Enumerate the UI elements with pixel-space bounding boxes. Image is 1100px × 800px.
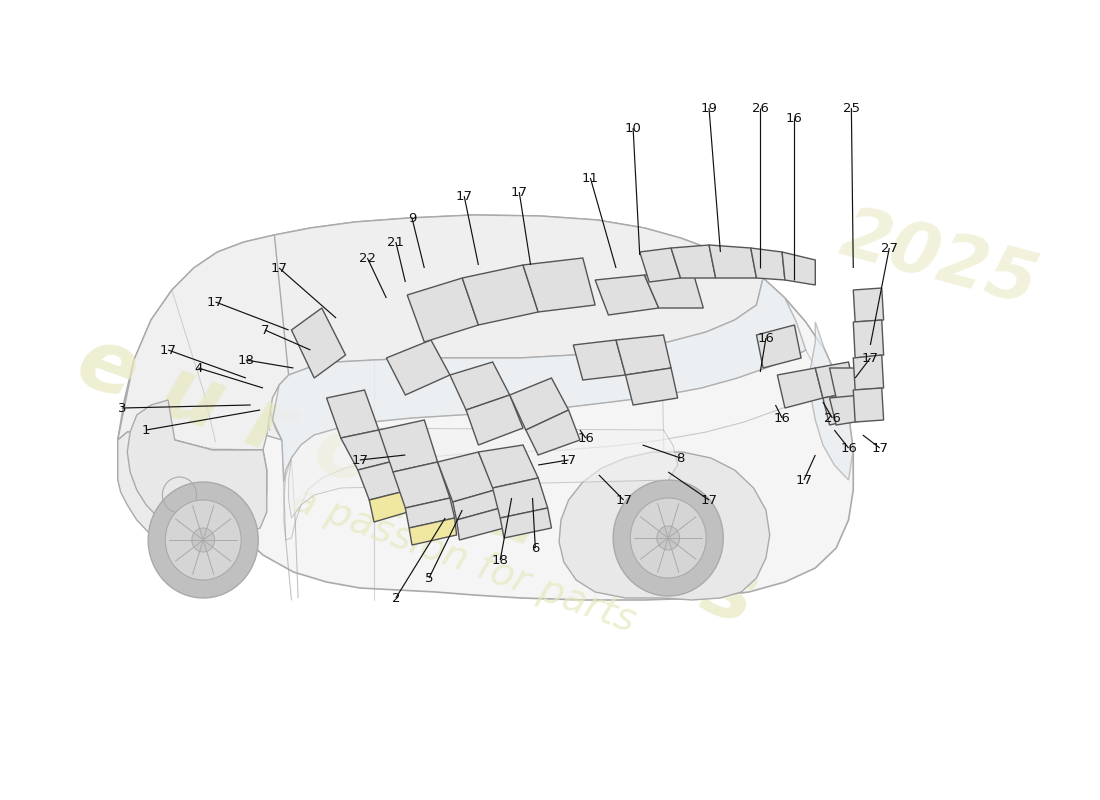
Polygon shape <box>409 518 456 545</box>
Polygon shape <box>751 248 785 280</box>
Text: 10: 10 <box>625 122 641 134</box>
Polygon shape <box>370 490 415 522</box>
Polygon shape <box>782 252 815 285</box>
Polygon shape <box>407 278 478 342</box>
Text: 16: 16 <box>786 111 803 125</box>
Polygon shape <box>393 462 450 508</box>
Polygon shape <box>573 340 626 380</box>
Text: 17: 17 <box>455 190 473 202</box>
Text: 16: 16 <box>773 411 791 425</box>
Circle shape <box>165 500 241 580</box>
Polygon shape <box>815 362 855 398</box>
Polygon shape <box>829 368 868 398</box>
Polygon shape <box>854 288 883 322</box>
Text: 11: 11 <box>582 171 598 185</box>
Polygon shape <box>478 445 538 488</box>
Text: 4: 4 <box>195 362 202 374</box>
Circle shape <box>613 480 723 596</box>
Text: 18: 18 <box>238 354 254 366</box>
Text: 18: 18 <box>492 554 508 566</box>
Text: 17: 17 <box>207 295 224 309</box>
Polygon shape <box>645 275 703 308</box>
Polygon shape <box>358 460 409 500</box>
Polygon shape <box>778 368 823 408</box>
Text: 17: 17 <box>795 474 813 486</box>
Polygon shape <box>559 452 770 600</box>
Polygon shape <box>526 410 580 455</box>
Polygon shape <box>616 335 671 375</box>
Text: 2: 2 <box>392 591 400 605</box>
Polygon shape <box>671 245 716 278</box>
Polygon shape <box>757 325 801 368</box>
Circle shape <box>148 482 258 598</box>
Polygon shape <box>273 278 806 482</box>
Polygon shape <box>450 362 509 410</box>
Polygon shape <box>509 378 569 430</box>
Text: 2025: 2025 <box>833 201 1045 319</box>
Polygon shape <box>500 508 551 538</box>
Polygon shape <box>341 430 398 470</box>
Polygon shape <box>378 420 438 472</box>
Text: 17: 17 <box>701 494 717 506</box>
Text: 17: 17 <box>615 494 632 506</box>
Polygon shape <box>710 245 757 278</box>
Text: 17: 17 <box>160 343 177 357</box>
Text: a passion for parts: a passion for parts <box>287 480 641 640</box>
Polygon shape <box>854 320 883 358</box>
Polygon shape <box>292 308 345 378</box>
Polygon shape <box>327 390 378 438</box>
Text: 17: 17 <box>271 262 287 274</box>
Text: 17: 17 <box>510 186 528 198</box>
Polygon shape <box>232 215 763 440</box>
Circle shape <box>657 526 680 550</box>
Circle shape <box>630 498 706 578</box>
Polygon shape <box>405 498 454 528</box>
Polygon shape <box>522 258 595 312</box>
Text: 17: 17 <box>861 351 879 365</box>
Polygon shape <box>640 248 681 282</box>
Polygon shape <box>811 322 854 480</box>
Text: 6: 6 <box>531 542 539 554</box>
Text: e u r o p a r t s: e u r o p a r t s <box>66 318 768 642</box>
Text: 16: 16 <box>840 442 857 454</box>
Polygon shape <box>626 368 678 405</box>
Polygon shape <box>118 215 854 600</box>
Text: 7: 7 <box>261 323 270 337</box>
Text: 16: 16 <box>578 431 594 445</box>
Polygon shape <box>288 428 678 518</box>
Polygon shape <box>118 235 288 450</box>
Text: 3: 3 <box>119 402 126 414</box>
Polygon shape <box>438 452 495 502</box>
Text: 8: 8 <box>676 451 684 465</box>
Text: 17: 17 <box>560 454 578 466</box>
Polygon shape <box>462 265 538 325</box>
Text: 22: 22 <box>359 251 376 265</box>
Polygon shape <box>456 508 504 540</box>
Polygon shape <box>823 392 861 425</box>
Polygon shape <box>854 388 883 422</box>
Polygon shape <box>453 490 500 520</box>
Polygon shape <box>829 395 868 425</box>
Polygon shape <box>595 275 659 315</box>
Text: 19: 19 <box>701 102 717 114</box>
Text: 25: 25 <box>843 102 860 114</box>
Text: 21: 21 <box>387 235 405 249</box>
Polygon shape <box>854 355 883 390</box>
Text: 26: 26 <box>751 102 769 114</box>
Polygon shape <box>118 432 267 552</box>
Polygon shape <box>493 478 548 518</box>
Text: 26: 26 <box>824 411 840 425</box>
Text: 16: 16 <box>758 331 774 345</box>
Text: 27: 27 <box>881 242 898 254</box>
Text: 5: 5 <box>425 571 433 585</box>
Text: 17: 17 <box>871 442 889 454</box>
Circle shape <box>191 528 214 552</box>
Text: 1: 1 <box>142 423 151 437</box>
Polygon shape <box>128 400 267 538</box>
Polygon shape <box>386 340 450 395</box>
Text: 9: 9 <box>408 211 416 225</box>
Polygon shape <box>466 395 522 445</box>
Text: 17: 17 <box>351 454 369 466</box>
